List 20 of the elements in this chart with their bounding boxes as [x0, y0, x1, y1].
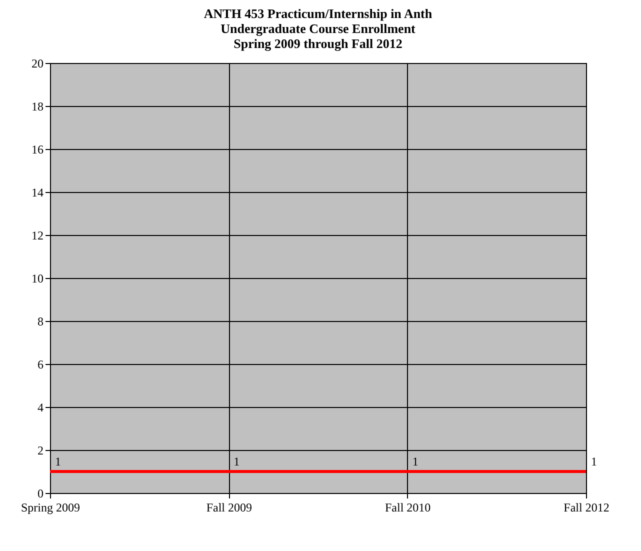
x-tick-label: Fall 2010: [384, 500, 431, 514]
y-tick-label: 20: [32, 56, 44, 70]
x-tick-label: Fall 2012: [564, 500, 610, 514]
data-label: 1: [234, 454, 240, 468]
y-tick-label: 14: [32, 186, 44, 200]
y-tick-label: 12: [32, 228, 44, 242]
y-tick-label: 16: [32, 142, 44, 156]
y-tick-label: 8: [38, 314, 44, 328]
data-label: 1: [55, 454, 61, 468]
y-tick-label: 18: [32, 100, 44, 114]
data-label: 1: [591, 454, 597, 468]
y-tick-label: 4: [38, 400, 44, 414]
x-tick-label: Fall 2009: [206, 500, 252, 514]
y-tick-label: 6: [38, 358, 44, 372]
y-tick-label: 0: [38, 486, 44, 500]
x-tick-label: Spring 2009: [20, 500, 80, 514]
y-tick-label: 10: [32, 272, 44, 286]
y-tick-label: 2: [38, 444, 44, 458]
chart-title: ANTH 453 Practicum/Internship in Anth Undergraduate Course Enrollment Spring 2009 through Fall 2012: [204, 6, 433, 51]
data-label: 1: [412, 454, 418, 468]
